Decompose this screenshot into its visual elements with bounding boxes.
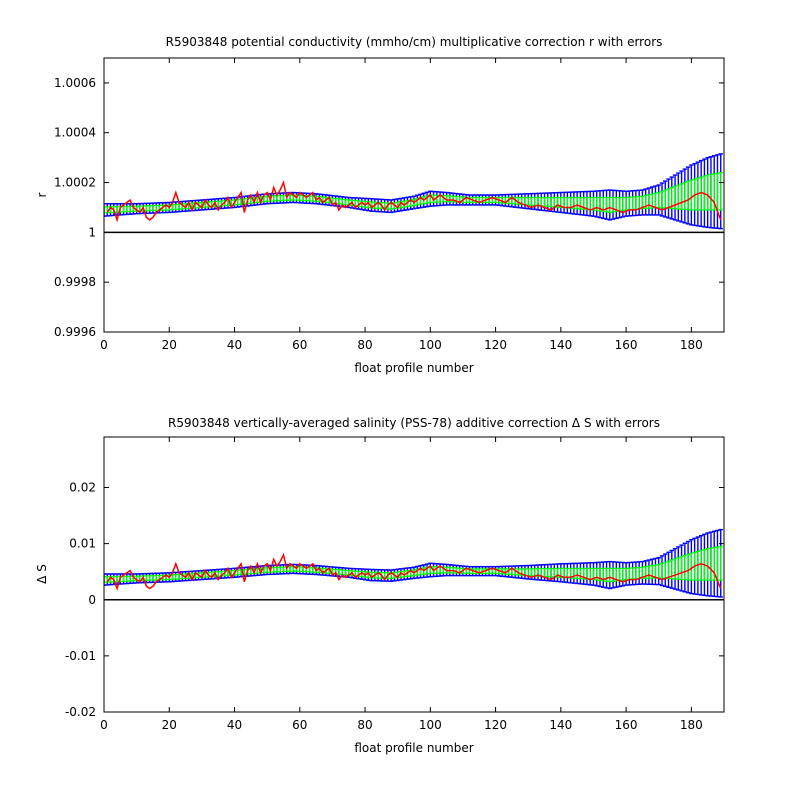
axis-ticks: 0 20 40 60 80 100 120 140 160 180 -0.02 -0.01 0 0.01 0… — [65, 437, 724, 732]
y-tick-label: 0.9996 — [54, 325, 96, 339]
x-axis-label: float profile number — [354, 361, 473, 375]
y-tick-label: 0.01 — [69, 537, 96, 551]
x-tick-label: 120 — [484, 338, 507, 352]
y-tick-label: -0.02 — [65, 705, 96, 719]
x-tick-label: 100 — [419, 338, 442, 352]
x-tick-label: 80 — [357, 338, 372, 352]
x-tick-label: 60 — [292, 718, 307, 732]
plot-area — [104, 153, 724, 234]
x-tick-label: 140 — [549, 718, 572, 732]
x-tick-label: 40 — [227, 338, 242, 352]
x-tick-label: 120 — [484, 718, 507, 732]
correction-line — [106, 552, 722, 591]
x-tick-label: 160 — [615, 718, 638, 732]
x-tick-label: 160 — [615, 338, 638, 352]
x-tick-label: 20 — [162, 338, 177, 352]
y-tick-label: 0.9998 — [54, 275, 96, 289]
panel-title: R5903848 vertically-averaged salinity (P… — [168, 416, 660, 430]
x-tick-label: 60 — [292, 338, 307, 352]
panel-title: R5903848 potential conductivity (mmho/cm… — [166, 35, 663, 49]
x-tick-label: 0 — [100, 718, 108, 732]
axes-frame — [103, 436, 725, 713]
y-tick-label: 1 — [88, 225, 96, 239]
correction-line — [106, 180, 722, 223]
plot-area — [104, 528, 724, 601]
conductivity-correction-panel: R5903848 potential conductivity (mmho/cm… — [35, 35, 725, 375]
axes-frame — [103, 57, 725, 333]
x-tick-label: 100 — [419, 718, 442, 732]
x-tick-label: 20 — [162, 718, 177, 732]
y-tick-label: 1.0002 — [54, 176, 96, 190]
x-tick-label: 140 — [549, 338, 572, 352]
axis-ticks: 0 20 40 60 80 100 120 140 160 180 0.9996 0.9998 1 1.0… — [54, 58, 724, 352]
y-tick-label: -0.01 — [65, 649, 96, 663]
x-tick-label: 180 — [680, 718, 703, 732]
y-tick-label: 0 — [88, 593, 96, 607]
x-tick-label: 0 — [100, 338, 108, 352]
salinity-correction-panel: R5903848 vertically-averaged salinity (P… — [35, 416, 725, 755]
x-tick-label: 80 — [357, 718, 372, 732]
y-tick-label: 1.0006 — [54, 76, 96, 90]
y-axis-label: r — [35, 192, 49, 197]
x-tick-label: 180 — [680, 338, 703, 352]
y-tick-label: 1.0004 — [54, 126, 96, 140]
x-axis-label: float profile number — [354, 741, 473, 755]
x-tick-label: 40 — [227, 718, 242, 732]
y-tick-label: 0.02 — [69, 481, 96, 495]
y-axis-label: Δ S — [35, 564, 49, 584]
